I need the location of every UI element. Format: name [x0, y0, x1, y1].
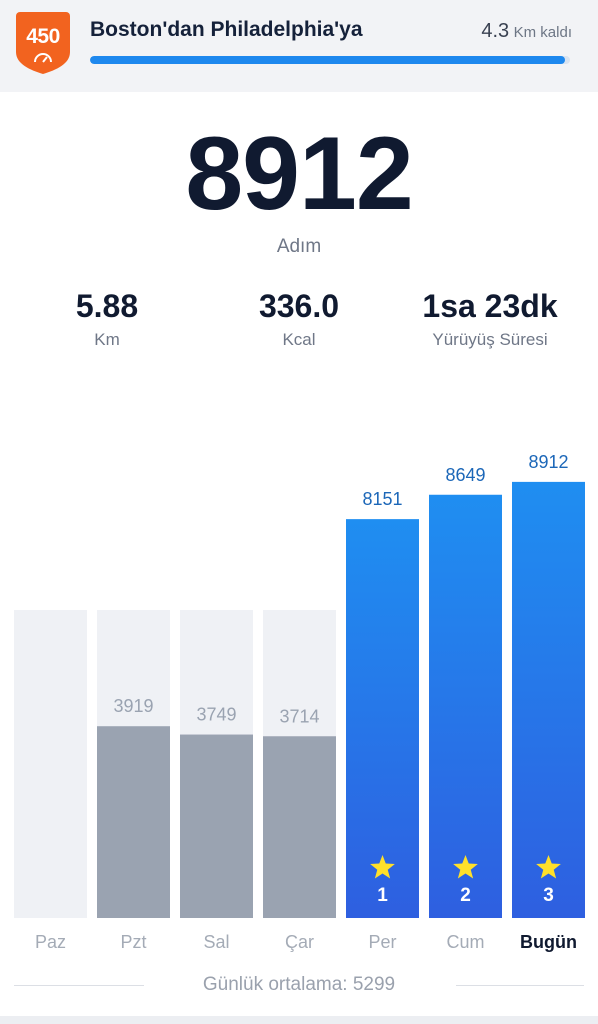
- stat-calories: 336.0 Kcal: [189, 286, 409, 350]
- step-count-label: Adım: [276, 236, 322, 257]
- average-divider-left: [14, 985, 144, 986]
- bar: [97, 726, 170, 918]
- route-header[interactable]: 450 Boston'dan Philadelphia'ya 4.3 Km ka…: [0, 0, 598, 92]
- route-title: Boston'dan Philadelphia'ya: [90, 18, 363, 41]
- bar-value-label: 8912: [528, 452, 568, 472]
- daily-average: Günlük ortalama: 5299: [202, 974, 396, 995]
- day-label: Pzt: [120, 932, 146, 952]
- day-label: Paz: [35, 932, 66, 952]
- bottom-divider: [0, 1016, 598, 1024]
- route-progress-bar: [90, 56, 570, 64]
- stat-calories-value: 336.0: [258, 288, 340, 324]
- stat-distance-value: 5.88: [75, 288, 139, 324]
- stat-duration: 1sa 23dk Yürüyüş Süresi: [380, 286, 598, 350]
- bar: [346, 519, 419, 918]
- star-icon: [370, 855, 395, 879]
- star-icon: [536, 855, 561, 879]
- weekly-steps-chart: Paz 3919 Pzt 3749 Sal 3714 Çar 8151 1 Per 8649 2 Cum…: [14, 452, 585, 952]
- remaining-value: 4.3: [481, 20, 510, 42]
- bar: [263, 736, 336, 918]
- bar-value-label: 8649: [445, 465, 485, 485]
- star-icon: [453, 855, 478, 879]
- bar-value-label: 3749: [196, 705, 236, 725]
- bar-value-label: 3714: [279, 706, 319, 726]
- badge-number: 450: [26, 25, 60, 48]
- day-label: Cum: [446, 932, 484, 952]
- stat-duration-value: 1sa 23dk: [422, 288, 558, 324]
- stat-distance-label: Km: [94, 330, 120, 349]
- day-label: Çar: [285, 932, 314, 952]
- step-count: 8912: [185, 116, 413, 232]
- bar: [512, 481, 585, 918]
- average-divider-right: [456, 985, 584, 986]
- star-rank-label: 2: [460, 885, 471, 906]
- bar-track: [14, 610, 87, 918]
- bar-value-label: 8151: [362, 489, 402, 509]
- star-rank-label: 1: [377, 885, 388, 906]
- route-progress-fill: [90, 56, 566, 64]
- level-badge[interactable]: 450: [16, 12, 70, 74]
- remaining-distance: 4.3 Km kaldı: [481, 20, 572, 43]
- stat-calories-label: Kcal: [282, 330, 316, 349]
- shield-icon: [16, 12, 70, 74]
- bar-value-label: 3919: [113, 696, 153, 716]
- bar: [429, 494, 502, 918]
- day-label: Per: [368, 932, 396, 952]
- star-rank-label: 3: [543, 885, 554, 906]
- stat-duration-label: Yürüyüş Süresi: [432, 330, 548, 349]
- stat-distance: 5.88 Km: [0, 286, 217, 350]
- bar: [180, 734, 253, 918]
- day-label: Bugün: [520, 932, 577, 952]
- day-label: Sal: [203, 932, 229, 952]
- remaining-unit: Km kaldı: [513, 24, 572, 41]
